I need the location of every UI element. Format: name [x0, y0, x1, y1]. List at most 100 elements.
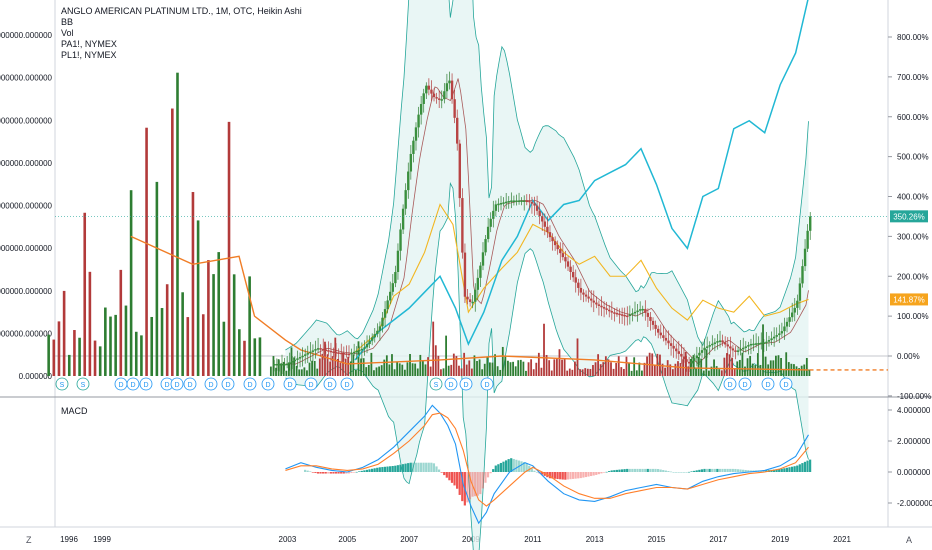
- bollinger-basis: [285, 78, 809, 365]
- macd-histogram-bar: [322, 472, 325, 474]
- candle-body: [677, 351, 681, 354]
- indicator-pl1[interactable]: PL1!, NYMEX: [61, 50, 117, 60]
- x-axis-tick: 2019: [771, 535, 789, 544]
- right-axis-tick: 500.00%: [897, 153, 929, 162]
- candle-body: [412, 140, 415, 154]
- symbol-title: ANGLO AMERICAN PLATINUM LTD., 1M, OTC, H…: [61, 6, 302, 16]
- candle-body: [754, 343, 758, 345]
- candle-body: [306, 353, 309, 355]
- candle-body: [520, 200, 523, 202]
- right-axis-tick: 400.00%: [897, 193, 929, 202]
- volume-bar: [700, 358, 703, 376]
- timezone-button[interactable]: Z: [26, 535, 32, 545]
- volume-bar: [612, 368, 615, 376]
- volume-bar: [303, 367, 306, 376]
- candle-body: [644, 308, 647, 313]
- volume-bar: [759, 364, 762, 376]
- volume-bar: [362, 358, 365, 376]
- auto-scale-button[interactable]: A: [906, 535, 913, 545]
- volume-bar: [398, 363, 401, 376]
- left-axis-tick: 6000000.000000: [0, 116, 53, 125]
- volume-bar: [718, 369, 721, 376]
- candle-body: [332, 351, 335, 353]
- volume-bar: [155, 181, 159, 376]
- macd-histogram-bar: [744, 469, 747, 472]
- right-axis-tick: 100.00%: [897, 312, 929, 321]
- macd-histogram-bar: [345, 472, 348, 474]
- volume-bar: [373, 370, 375, 376]
- volume-bar: [798, 368, 800, 376]
- candle-body: [329, 350, 333, 353]
- volume-bar: [607, 359, 610, 376]
- indicator-vol[interactable]: Vol: [61, 28, 74, 38]
- left-axis-tick: 2000000.000000: [0, 287, 53, 296]
- volume-bar: [808, 369, 811, 376]
- candle-body: [419, 103, 423, 115]
- volume-bar: [579, 369, 581, 376]
- volume-bar: [450, 364, 453, 376]
- candle-body: [636, 310, 639, 313]
- candle-body: [340, 352, 343, 355]
- volume-bar: [429, 366, 432, 376]
- candle-body: [726, 344, 729, 347]
- macd-axis-tick: 0.000000: [897, 468, 931, 477]
- macd-axis-tick: 4.000000: [897, 406, 931, 415]
- candle-body: [499, 203, 503, 205]
- volume-bar: [633, 357, 636, 376]
- macd-histogram-bar: [762, 470, 765, 472]
- right-axis-tick: 700.00%: [897, 73, 929, 82]
- macd-histogram-bar: [675, 472, 678, 473]
- macd-histogram-bar: [587, 472, 590, 477]
- candle-body: [515, 200, 518, 202]
- macd-histogram-bar: [427, 462, 430, 472]
- candle-body: [592, 300, 595, 303]
- macd-histogram-bar: [747, 470, 750, 472]
- macd-histogram-bar: [399, 464, 402, 472]
- candle-body: [391, 283, 394, 292]
- macd-histogram-bar: [324, 472, 327, 474]
- macd-histogram-bar: [615, 469, 618, 472]
- volume-bar: [104, 307, 107, 376]
- macd-histogram-bar: [623, 469, 626, 472]
- event-marker: [76, 377, 90, 391]
- event-marker-label: D: [247, 382, 252, 389]
- macd-histogram-bar: [453, 472, 456, 486]
- event-marker-label: D: [765, 382, 770, 389]
- indicator-bb[interactable]: BB: [61, 17, 74, 27]
- candle-body: [386, 300, 389, 310]
- volume-bar: [207, 260, 210, 376]
- indicator-pa1[interactable]: PA1!, NYMEX: [61, 39, 117, 49]
- candle-body: [587, 296, 590, 299]
- candle-body: [608, 309, 611, 312]
- candle-body: [713, 342, 717, 344]
- macd-histogram-bar: [703, 468, 706, 472]
- volume-bar: [67, 354, 71, 376]
- candle-body: [729, 346, 732, 349]
- volume-bar: [702, 370, 705, 376]
- macd-histogram-bar: [729, 468, 732, 472]
- candle-body: [497, 203, 500, 206]
- volume-bar: [342, 352, 344, 376]
- macd-pane-label[interactable]: MACD: [61, 406, 88, 416]
- macd-histogram-bar: [499, 462, 503, 472]
- macd-histogram-bar: [685, 472, 688, 473]
- volume-bar: [571, 369, 574, 376]
- macd-histogram-bar: [610, 470, 613, 472]
- volume-bar: [584, 368, 587, 376]
- macd-histogram-bar: [564, 472, 567, 480]
- macd-histogram-bar: [605, 471, 608, 473]
- macd-histogram-bar: [504, 460, 508, 472]
- candle-body: [368, 340, 371, 345]
- macd-histogram-bar: [370, 468, 374, 472]
- volume-bar: [705, 349, 708, 376]
- volume-bar: [160, 308, 164, 376]
- macd-histogram-bar: [600, 472, 603, 474]
- volume-bar: [470, 368, 473, 376]
- volume-bar: [754, 365, 757, 376]
- macd-histogram-bar: [541, 472, 544, 475]
- macd-histogram-bar: [381, 467, 384, 472]
- candle-body: [291, 361, 294, 363]
- macd-histogram-bar: [590, 472, 593, 477]
- volume-bar: [751, 363, 754, 376]
- candle-body: [363, 347, 366, 349]
